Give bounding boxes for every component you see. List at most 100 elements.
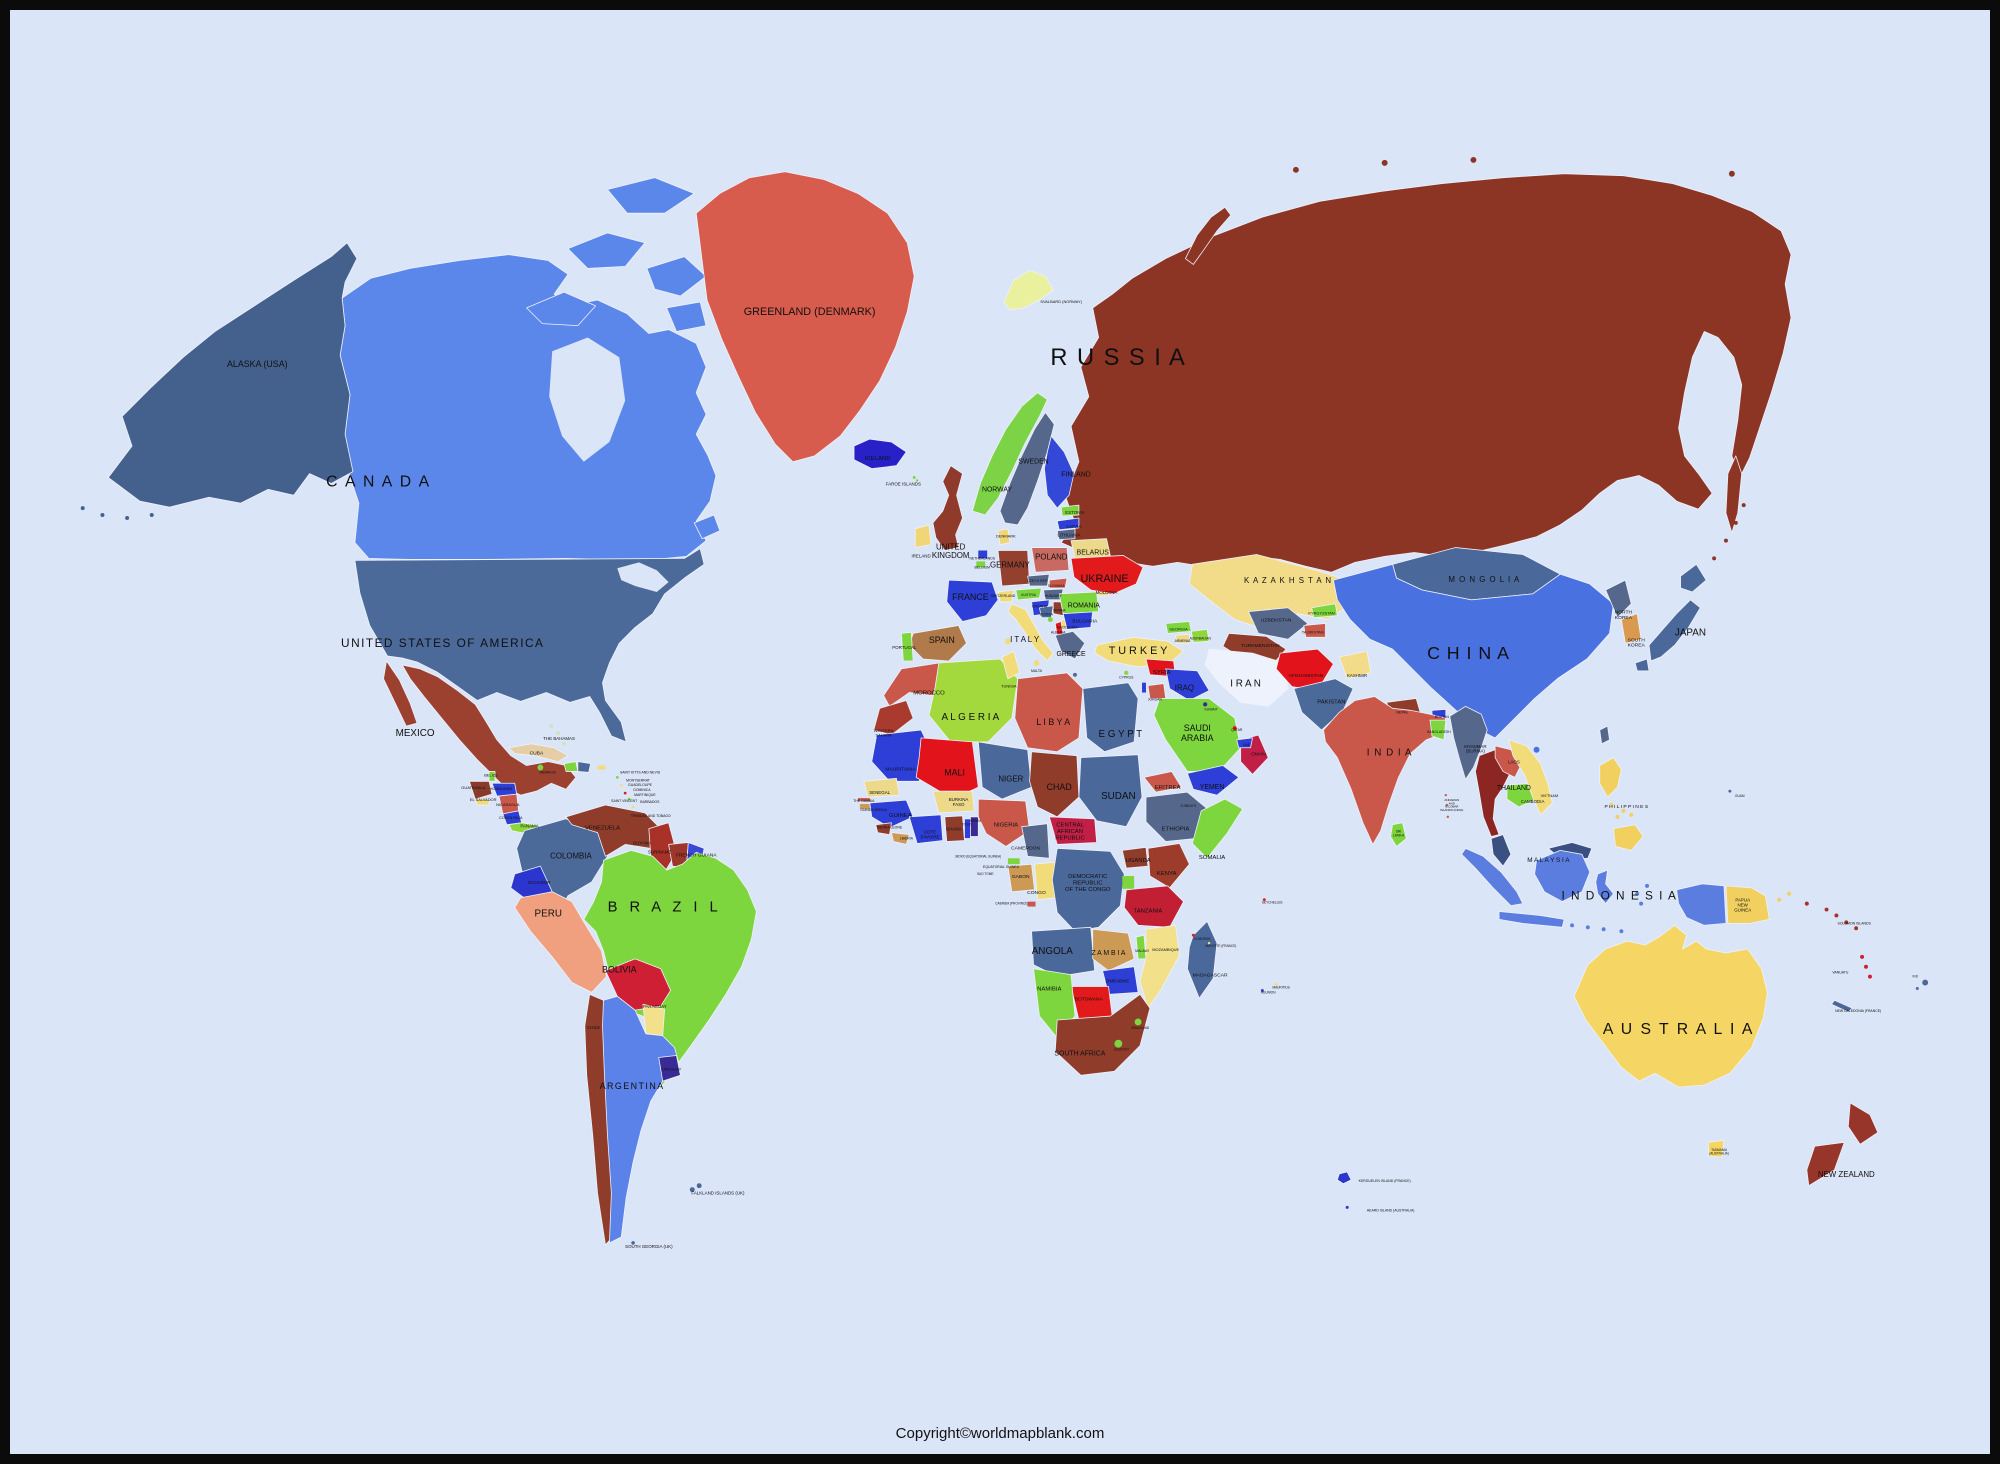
label-madagascar: MADAGASCAR <box>1193 973 1228 979</box>
country-egypt <box>1082 682 1139 753</box>
country-tasmania <box>1707 1139 1725 1158</box>
country-togo <box>964 818 971 839</box>
label-saudi: SAUDI ARABIA <box>1181 723 1214 743</box>
label-greenland: GREENLAND (DENMARK) <box>744 306 876 318</box>
label-nkorea: NORTH KOREA <box>1615 610 1633 621</box>
label-southafrica: SOUTH AFRICA <box>1054 1051 1105 1058</box>
label-norway: NORWAY <box>982 486 1013 493</box>
label-croatia: CROATIA <box>1032 605 1048 609</box>
country-cabinda <box>1027 901 1036 907</box>
country-eritrea <box>1143 771 1182 793</box>
label-cuba: CUBA <box>530 751 544 757</box>
country-senegal <box>863 777 900 798</box>
country-labels: ALASKA (USA) C A N A D A GREENLAND (DENMAR… <box>227 299 1918 1249</box>
label-nicaragua: NICARAGUA <box>496 802 520 807</box>
country-papua-new-guinea <box>1725 885 1770 924</box>
label-argentina: ARGENTINA <box>600 1081 665 1091</box>
country-france <box>946 579 999 622</box>
country-cambodia <box>1506 782 1537 808</box>
label-gambia: THE GAMBIA <box>853 799 875 803</box>
label-venezuela: VENEZUELA <box>585 826 620 832</box>
bahamas-islands <box>549 724 567 746</box>
label-togo: TOGO <box>961 823 971 827</box>
label-mayotte: MAYOTTE (FRANCE) <box>1206 944 1237 948</box>
country-el-salvador <box>474 798 490 806</box>
country-rwanda-burundi <box>1122 876 1135 889</box>
country-new-caledonia <box>1831 999 1853 1013</box>
label-mauritius: MAURITIUS <box>1272 985 1289 989</box>
country-vietnam <box>1508 739 1553 816</box>
country-sierra-leone <box>875 822 892 835</box>
label-tanzania: TANZANIA <box>1134 909 1163 915</box>
label-colombia: COLOMBIA <box>550 851 592 860</box>
indian-ocean-islands <box>1191 898 1278 992</box>
country-armenia <box>1175 633 1190 644</box>
country-drc <box>1051 847 1125 932</box>
country-canada-arctic-5 <box>666 301 707 332</box>
label-costarica: COSTA RICA <box>499 815 523 820</box>
country-heard-island <box>1345 1205 1349 1209</box>
label-netherlands: NETHERLANDS <box>969 556 995 560</box>
label-newzealand: NEW ZEALAND <box>1818 1170 1875 1179</box>
country-kerguelen <box>1336 1171 1352 1185</box>
label-malawi: MALAWI <box>1135 949 1148 953</box>
label-indonesia: I N D O N E S I A <box>1561 889 1677 903</box>
country-taiwan <box>1599 725 1610 745</box>
country-kyrgyzstan <box>1311 603 1338 618</box>
label-germany: GERMANY <box>990 560 1031 569</box>
world-map: ALASKA (USA) C A N A D A GREENLAND (DENMAR… <box>13 10 1987 1454</box>
country-ghana <box>944 815 965 842</box>
label-finland: FINLAND <box>1061 472 1091 479</box>
label-chad: CHAD <box>1047 782 1072 792</box>
label-newcaledonia: NEW CALEDONIA (FRANCE) <box>1835 1009 1881 1013</box>
label-ecuador: ECUADOR <box>528 880 550 885</box>
label-falkland: FALKLAND ISLANDS (UK) <box>691 1191 745 1196</box>
country-israel <box>1142 682 1146 693</box>
label-mozambique: MOZAMBIQUE <box>1152 947 1179 952</box>
country-sudan <box>1078 754 1143 828</box>
label-vanuatu: VANUATU <box>1832 971 1848 975</box>
country-lesotho <box>1114 1039 1123 1048</box>
label-mongolia: M O N G O L I A <box>1448 575 1520 584</box>
country-venezuela <box>565 804 662 857</box>
label-nigeria: NIGERIA <box>994 823 1018 829</box>
country-madagascar <box>1187 920 1218 999</box>
country-indonesia-java <box>1498 911 1565 928</box>
label-ghana: GHANA <box>946 827 962 832</box>
label-gbissau: GUINEA-BISSAU <box>860 808 887 812</box>
country-laos <box>1494 745 1522 778</box>
country-australia <box>1573 924 1768 1088</box>
country-dominican-republic <box>577 761 592 773</box>
country-indonesia-papua <box>1676 883 1727 926</box>
country-russia-novaya-zemlya <box>1185 206 1232 265</box>
label-botswana: BOTSWANA <box>1075 996 1104 1002</box>
country-india <box>1323 696 1447 845</box>
label-libya: L I B Y A <box>1036 717 1070 727</box>
country-canada-arctic-2 <box>567 232 646 269</box>
country-ireland <box>914 524 932 548</box>
label-kashmir: KASHMIR <box>1347 673 1367 678</box>
label-iran: I R A N <box>1230 679 1261 690</box>
label-russia: R U S S I A <box>1050 345 1186 371</box>
country-guinea-bissau <box>859 804 870 809</box>
label-uganda: UGANDA <box>1125 858 1150 864</box>
label-elsalvador: EL SALVADOR <box>470 797 497 802</box>
country-peru <box>514 891 607 993</box>
country-alaska <box>107 242 358 508</box>
hudson-bay <box>549 337 626 462</box>
country-greenland <box>695 171 915 463</box>
country-shapes <box>80 156 1929 1246</box>
label-japan: JAPAN <box>1675 627 1706 638</box>
label-mexico: MEXICO <box>396 728 435 739</box>
label-barbados: BARBADOS <box>640 800 660 804</box>
label-suriname: SURINAME <box>648 849 671 854</box>
label-bioko: BIOKO (EQUATORIAL GUINEA) <box>955 854 1001 858</box>
label-australia: A U S T R A L I A <box>1603 1021 1755 1038</box>
label-oman: OMAN <box>1251 752 1266 758</box>
country-greece <box>1054 630 1086 660</box>
country-sri-lanka <box>1390 822 1407 847</box>
country-central-african-republic <box>1048 816 1098 845</box>
label-kuwait: KUWAIT <box>1204 707 1218 711</box>
label-moldova: MOLDOVA <box>1096 590 1118 595</box>
label-denmark: DENMARK <box>996 534 1016 539</box>
